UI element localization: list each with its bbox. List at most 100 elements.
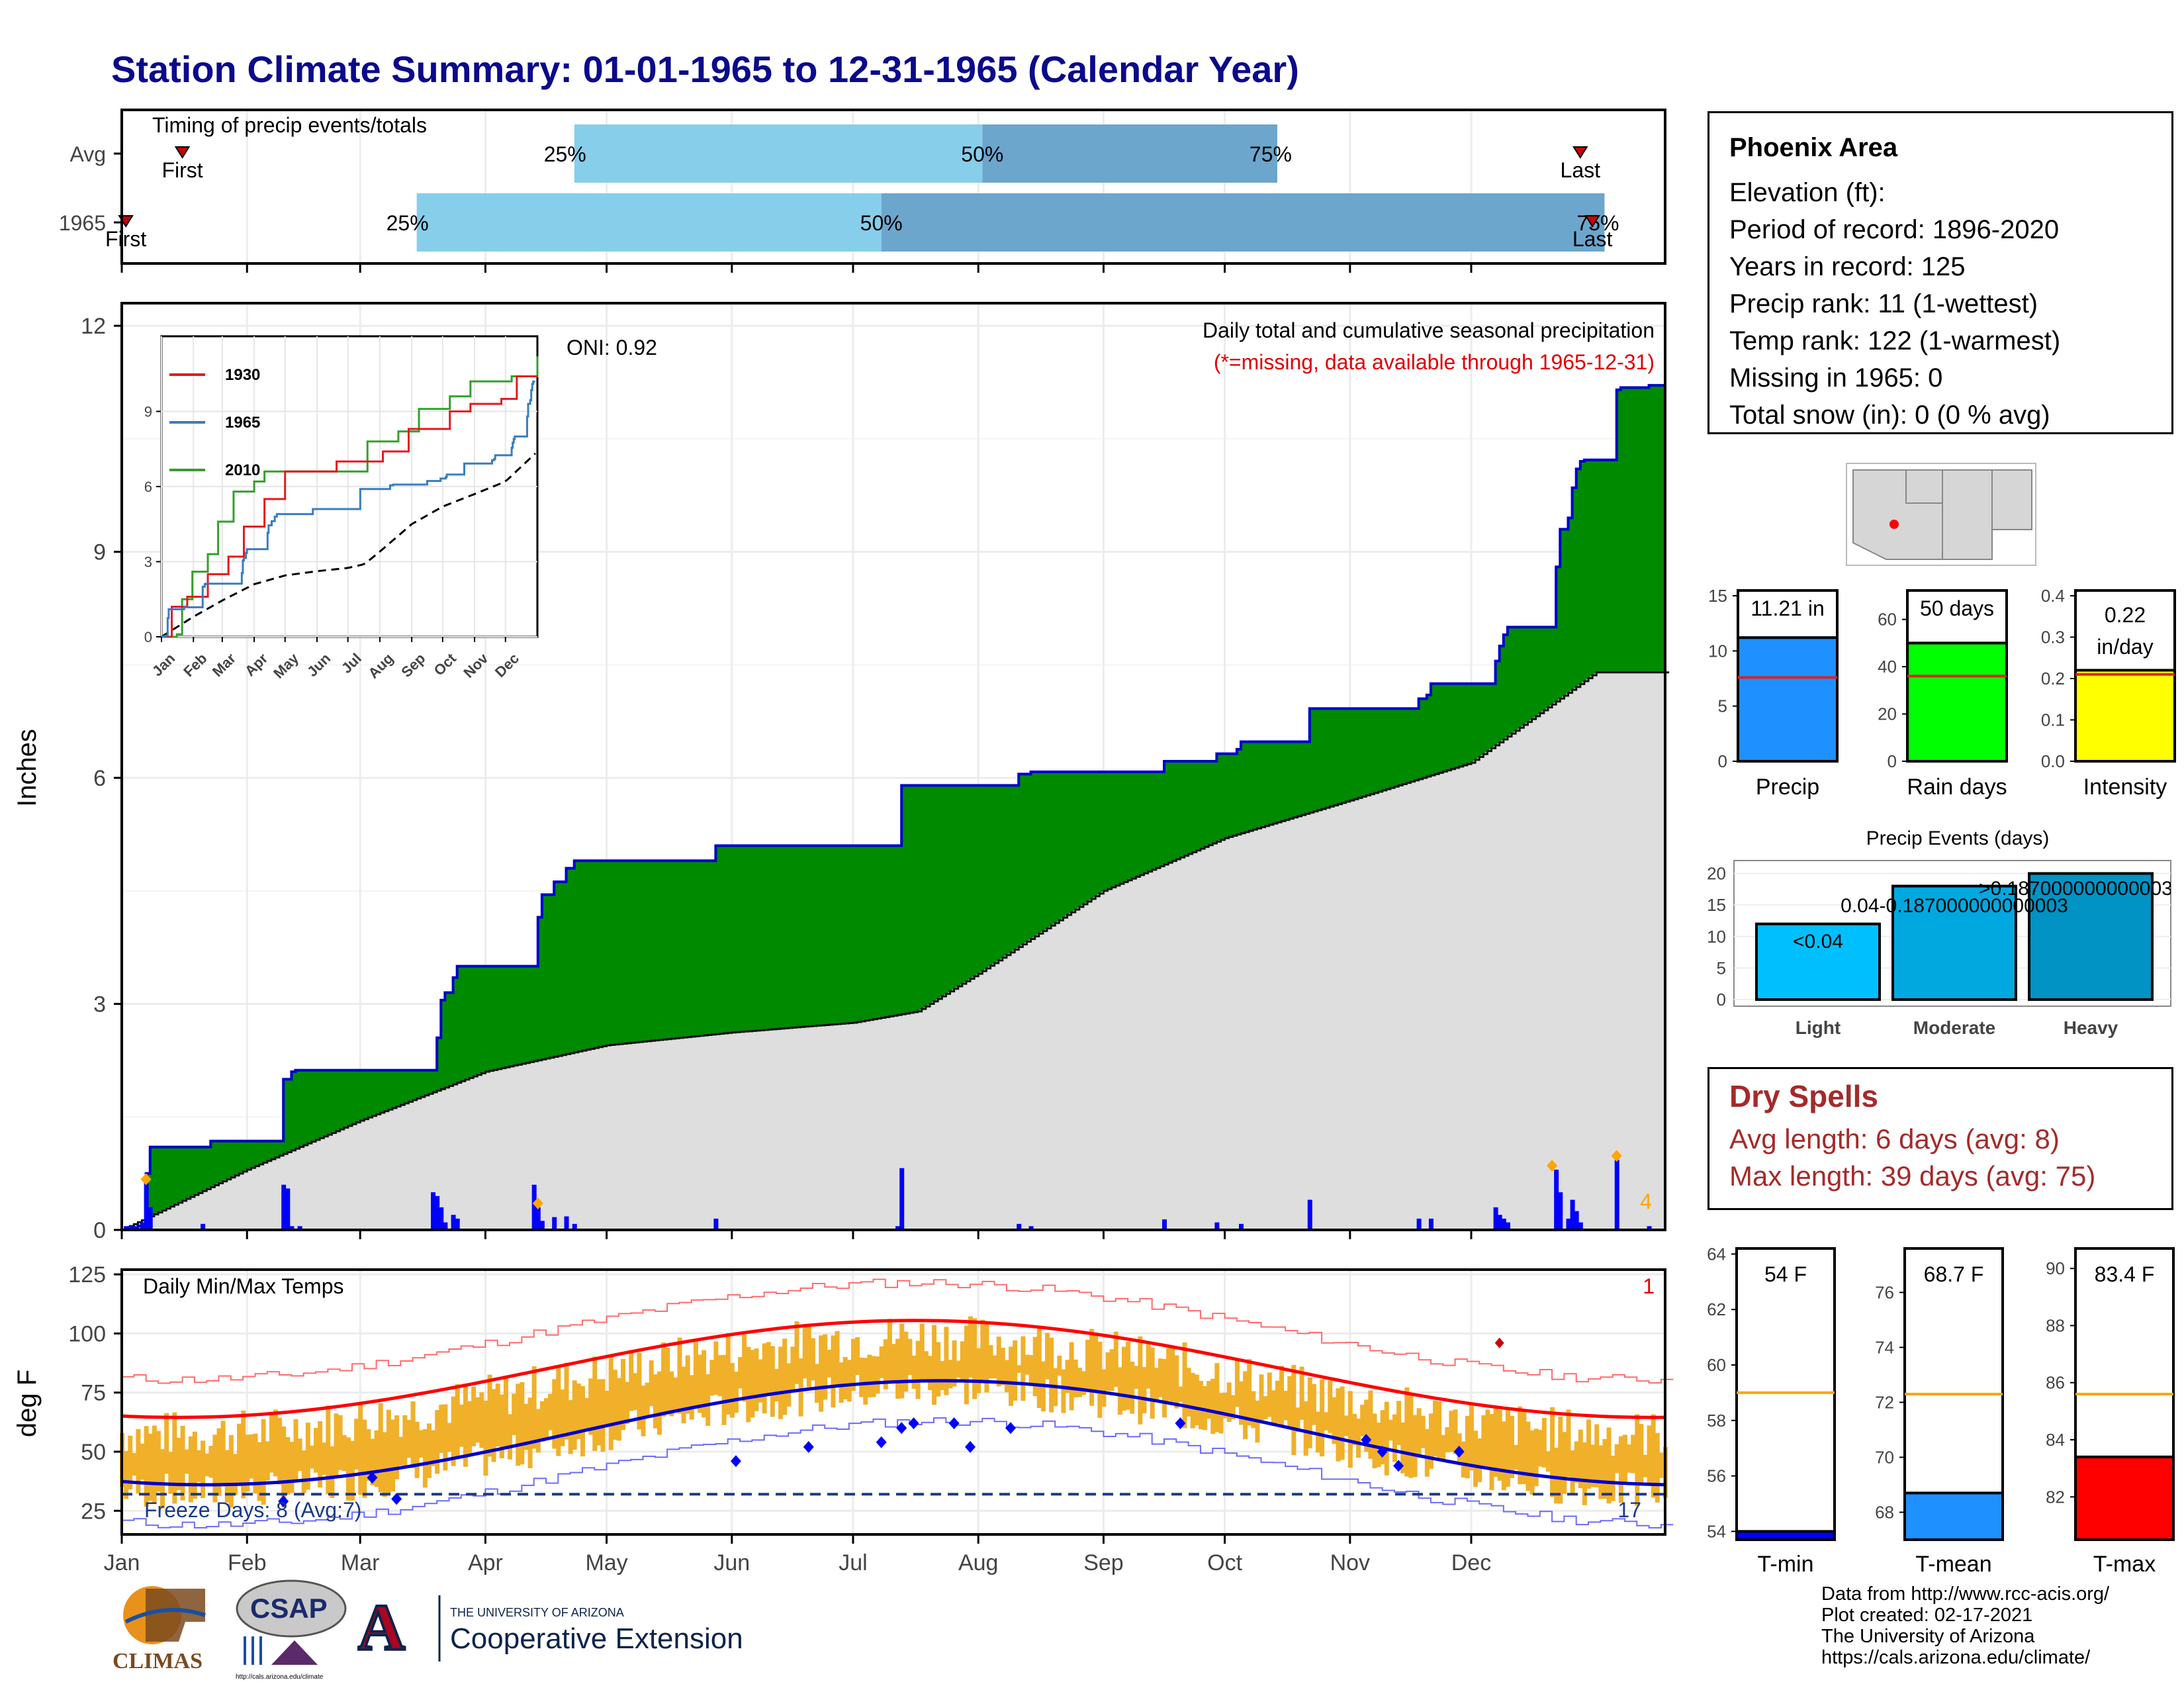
temp-summary-bar-1: 68.7 F 68 70 72 74 76 T-mean xyxy=(1875,1247,2004,1577)
summary-bar-0: 11.21 in 0 5 10 15 Precip xyxy=(1708,586,1839,800)
temp-daily-bar xyxy=(1610,1456,1615,1501)
temp-summary-ytick-label: 58 xyxy=(1707,1411,1726,1430)
temp-daily-bar xyxy=(988,1344,993,1379)
precip-daily-bar xyxy=(297,1226,302,1230)
temp-daily-bar xyxy=(1647,1425,1652,1484)
temp-daily-bar xyxy=(891,1344,896,1381)
temp-daily-bar xyxy=(495,1383,500,1446)
precip-event-marker xyxy=(1547,1159,1558,1172)
temp-daily-bar xyxy=(1311,1383,1316,1425)
precip-daily-bar xyxy=(1501,1218,1506,1230)
temp-daily-bar xyxy=(1101,1369,1107,1407)
temp-record-min-line xyxy=(122,1417,1674,1529)
temp-daily-bar xyxy=(305,1423,310,1490)
temp-daily-bar xyxy=(394,1415,400,1479)
timing-p25-label: 25% xyxy=(387,211,429,235)
temp-record-low-marker xyxy=(964,1440,976,1453)
temp-daily-bar xyxy=(689,1375,694,1420)
temp-daily-bar xyxy=(972,1318,978,1399)
precip-ytick-label: 9 xyxy=(93,540,106,565)
timing-last-label: Last xyxy=(1561,158,1601,182)
temp-daily-bar xyxy=(1271,1390,1276,1427)
temp-daily-bar xyxy=(1461,1441,1466,1478)
temp-daily-bar xyxy=(1469,1403,1474,1471)
temp-daily-bar xyxy=(657,1371,662,1435)
temp-daily-bar xyxy=(1428,1413,1433,1470)
temp-daily-bar xyxy=(725,1333,731,1415)
temp-daily-bar xyxy=(1126,1341,1131,1410)
temp-daily-bar xyxy=(1412,1415,1418,1477)
timing-bar-25-50 xyxy=(574,124,983,183)
temp-daily-bar xyxy=(1622,1434,1627,1483)
csap-logo-rain xyxy=(244,1636,262,1665)
temp-daily-bar xyxy=(608,1356,614,1450)
temp-record-low-marker xyxy=(908,1417,919,1430)
temp-daily-bar xyxy=(616,1378,621,1441)
oni-label: ONI: 0.92 xyxy=(567,336,657,359)
ua-block-a-icon: A xyxy=(357,1591,405,1664)
temp-summary-name: T-max xyxy=(2093,1552,2156,1577)
temp-daily-bar xyxy=(281,1426,287,1508)
precip-event-marker xyxy=(1611,1150,1622,1162)
temp-daily-bar xyxy=(1065,1360,1070,1393)
timing-bar-50-75 xyxy=(982,124,1277,183)
temp-daily-bar xyxy=(330,1446,335,1499)
precip-daily-bar xyxy=(1570,1199,1575,1230)
temp-daily-bar xyxy=(786,1363,792,1407)
temp-daily-bar xyxy=(1089,1329,1095,1406)
temp-daily-bar xyxy=(1154,1368,1159,1401)
temp-daily-bar xyxy=(548,1393,553,1430)
temp-daily-bar xyxy=(512,1393,517,1435)
precip-daily-bar xyxy=(1566,1218,1571,1230)
temp-daily-bar xyxy=(1049,1337,1054,1413)
csap-logo: CSAP http://cals.arizona.edu/climate xyxy=(236,1579,347,1681)
temp-daily-bar xyxy=(212,1434,218,1503)
temp-record-low-marker xyxy=(278,1495,289,1507)
temp-summary-name: T-mean xyxy=(1915,1552,1991,1577)
temp-daily-bar xyxy=(948,1360,953,1389)
temp-daily-bar xyxy=(1166,1348,1171,1401)
temp-daily-bar xyxy=(1057,1355,1062,1376)
temp-daily-bar xyxy=(584,1397,590,1429)
month-xtick-label: Mar xyxy=(341,1550,380,1575)
precip-daily-bar xyxy=(285,1188,291,1230)
summary-bar-name: Precip xyxy=(1756,774,1819,800)
temp-daily-bar xyxy=(1315,1411,1320,1453)
temp-daily-bar xyxy=(1203,1385,1208,1430)
summary-bar-ytick-label: 60 xyxy=(1878,610,1897,630)
temp-daily-bar xyxy=(782,1338,788,1415)
timing-p50-label: 50% xyxy=(961,142,1003,166)
precip-daily-bar xyxy=(1574,1211,1579,1230)
missing-stat: Missing in 1965: 0 xyxy=(1729,363,1943,393)
temp-daily-bar xyxy=(1138,1336,1143,1425)
temp-daily-bar xyxy=(531,1366,537,1449)
temp-daily-bar xyxy=(156,1430,161,1492)
precip-daily-bar xyxy=(435,1196,440,1230)
temp-daily-bar xyxy=(326,1405,331,1495)
climas-logo-wave xyxy=(124,1608,206,1624)
temp-daily-bar xyxy=(1347,1391,1353,1468)
summary-bar-ytick-label: 0 xyxy=(1888,751,1897,771)
temp-daily-bar xyxy=(1275,1380,1280,1424)
temp-daily-bar xyxy=(823,1334,828,1400)
temp-daily-bar xyxy=(148,1433,153,1501)
temp-daily-bar xyxy=(508,1414,513,1460)
temp-daily-bar xyxy=(806,1325,811,1387)
temp-daily-bar xyxy=(903,1331,909,1392)
temp-daily-bar xyxy=(1259,1374,1264,1424)
temp-daily-bar xyxy=(846,1360,852,1402)
map-state-nm xyxy=(1942,469,1993,560)
precip-event-marker xyxy=(140,1173,152,1186)
temp-daily-bar xyxy=(1320,1379,1325,1457)
temp-daily-bar xyxy=(402,1415,408,1466)
footer-university: The University of Arizona xyxy=(1821,1626,2035,1647)
temp-daily-bar xyxy=(1307,1377,1312,1448)
inset-series-1930 xyxy=(161,375,537,638)
temp-daily-bar xyxy=(915,1340,921,1399)
temp-daily-bar xyxy=(1655,1432,1660,1503)
ua-cooperative-extension-logo: A THE UNIVERSITY OF ARIZONA Cooperative … xyxy=(357,1589,743,1665)
precip-daily-bar xyxy=(539,1221,545,1230)
temp-daily-bar xyxy=(1570,1450,1575,1494)
temp-daily-bar xyxy=(855,1336,860,1376)
